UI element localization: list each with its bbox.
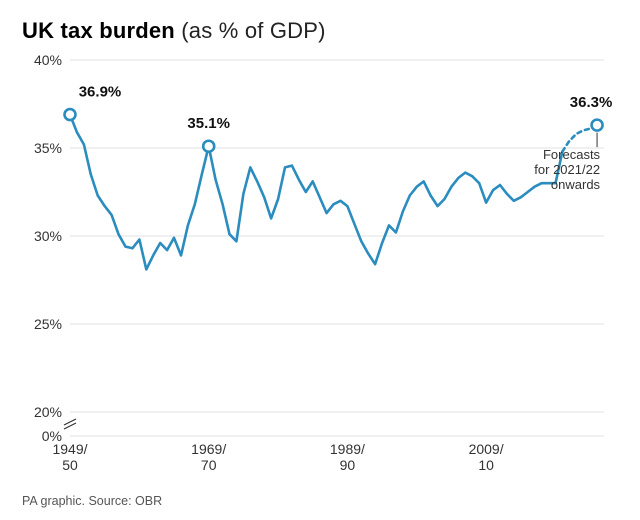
y-tick-label: 20% xyxy=(34,404,62,420)
chart-card: UK tax burden (as % of GDP) 0%20%25%30%3… xyxy=(0,0,640,520)
chart-title: UK tax burden (as % of GDP) xyxy=(22,18,618,44)
callout-value: 36.3% xyxy=(570,94,613,111)
title-bold: UK tax burden xyxy=(22,18,175,43)
callout-marker xyxy=(203,141,214,152)
title-subtitle: (as % of GDP) xyxy=(175,18,326,43)
x-tick-label: 50 xyxy=(62,457,78,473)
x-tick-label: 70 xyxy=(201,457,217,473)
x-tick-label: 1949/ xyxy=(52,441,87,457)
callout-value: 36.9% xyxy=(79,84,122,101)
callout-note: Forecasts xyxy=(543,147,601,162)
y-tick-label: 35% xyxy=(34,140,62,156)
callout-marker xyxy=(592,120,603,131)
callout-marker xyxy=(65,109,76,120)
x-tick-label: 1969/ xyxy=(191,441,226,457)
y-tick-label: 25% xyxy=(34,316,62,332)
x-tick-label: 2009/ xyxy=(469,441,504,457)
source-line: PA graphic. Source: OBR xyxy=(22,494,162,508)
x-tick-label: 10 xyxy=(478,457,494,473)
chart-svg: 0%20%25%30%35%40%1949/501969/701989/9020… xyxy=(22,54,618,484)
callout-note: for 2021/22 xyxy=(534,162,600,177)
axis-break-icon xyxy=(64,419,76,429)
y-tick-label: 30% xyxy=(34,228,62,244)
callout-value: 35.1% xyxy=(187,115,230,132)
callout-note: onwards xyxy=(551,177,601,192)
y-tick-label: 40% xyxy=(34,54,62,68)
x-tick-label: 1989/ xyxy=(330,441,365,457)
chart-area: 0%20%25%30%35%40%1949/501969/701989/9020… xyxy=(22,54,618,484)
series-historical xyxy=(70,115,562,270)
x-tick-label: 90 xyxy=(340,457,356,473)
